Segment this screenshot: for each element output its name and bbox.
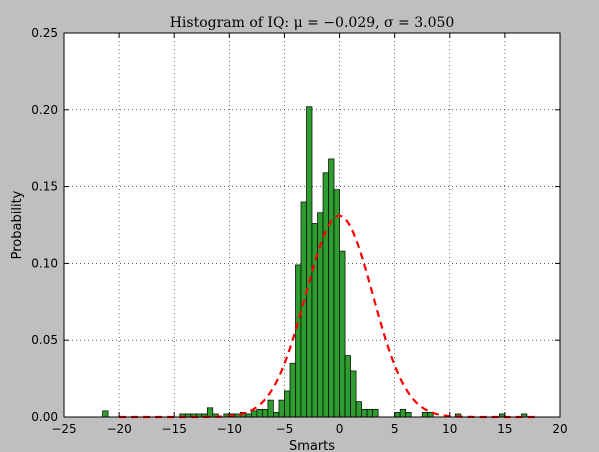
x-tick-label: 5 [391,422,399,436]
histogram-bar [350,370,357,418]
histogram-bar [328,158,335,418]
histogram-bar [405,412,412,418]
x-tick-label: 0 [336,422,344,436]
histogram-bar [344,355,351,418]
histogram-bar [278,399,285,418]
y-tick-label: 0.10 [31,256,58,270]
x-tick-label: 15 [497,422,512,436]
axis-ticks: −25 −20 −15 −10 −5 0 5 10 15 20 0.00 0.05 0.10 0.15 0.… [31,26,567,436]
histogram-bar [273,412,280,418]
histogram-bar [284,390,291,418]
histogram-bar [339,250,346,418]
histogram-bar [306,106,313,418]
x-tick-label: −25 [51,422,76,436]
histogram-bar [361,408,368,418]
histogram-bar [262,408,269,418]
histogram-bar [300,201,307,418]
y-tick-label: 0.05 [31,333,58,347]
histogram-bar [251,410,258,418]
plot-frame [63,32,561,418]
histogram-bar [267,399,274,418]
chart-title: Histogram of IQ: μ = −0.029, σ = 3.050 [170,15,455,31]
y-tick-label: 0.15 [31,180,58,194]
y-axis-label: Probability [10,190,25,259]
histogram-bar [355,401,362,418]
x-tick-label: 20 [552,422,567,436]
histogram-bar [295,264,302,418]
histogram-bar [394,412,401,418]
histogram-bar [311,223,318,418]
x-tick-label: 10 [442,422,457,436]
histogram-bar [366,408,373,418]
x-axis-label: Smarts [289,439,335,452]
x-tick-label: −20 [106,422,131,436]
histogram-bar [289,362,296,418]
x-tick-label: −15 [162,422,187,436]
histogram-bar [333,189,340,418]
y-tick-label: 0.20 [31,103,58,117]
histogram-bar [421,412,429,418]
histogram-bar [372,408,379,418]
x-tick-label: −10 [217,422,242,436]
y-tick-label: 0.25 [31,26,58,40]
y-tick-label: 0.00 [31,410,58,424]
histogram-bar [206,407,214,418]
histogram-bar [102,410,109,418]
x-tick-label: −5 [276,422,294,436]
histogram-bar [322,172,329,418]
histogram-bar [399,408,407,418]
histogram-bar [256,408,263,418]
